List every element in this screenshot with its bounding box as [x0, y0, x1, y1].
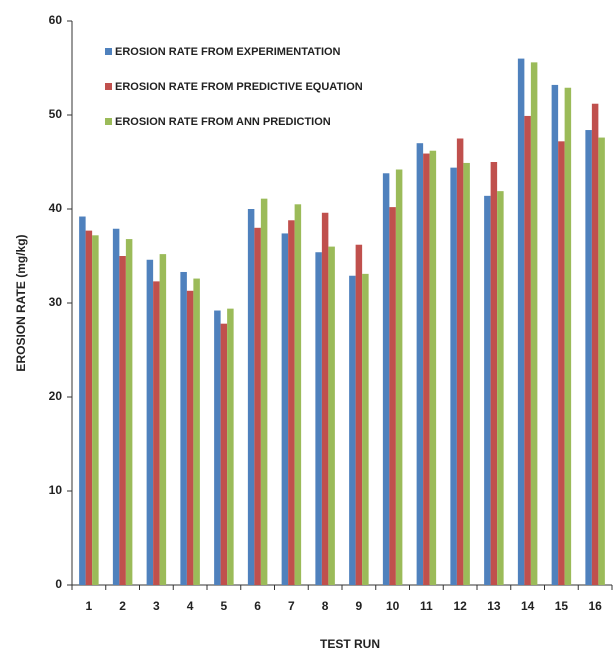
- bar: [214, 310, 221, 585]
- bar: [294, 204, 302, 586]
- legend-label: EROSION RATE FROM PREDICTIVE EQUATION: [115, 81, 363, 93]
- x-tick-label: 4: [187, 599, 194, 613]
- x-tick-label: 16: [588, 599, 602, 613]
- bar: [180, 271, 187, 585]
- x-tick-label: 9: [356, 599, 363, 613]
- bar: [186, 290, 194, 585]
- y-tick-label: 50: [49, 107, 63, 121]
- bar: [260, 198, 268, 585]
- legend-swatch: [105, 83, 112, 90]
- bar: [530, 62, 538, 586]
- bar: [119, 256, 126, 585]
- bar: [247, 209, 255, 585]
- bar: [79, 216, 86, 585]
- y-tick-label: 60: [49, 13, 63, 27]
- bar: [159, 254, 167, 585]
- bar: [382, 173, 390, 585]
- x-tick-label: 7: [288, 599, 295, 613]
- bar: [362, 273, 369, 585]
- x-tick-label: 6: [254, 599, 261, 613]
- bar: [591, 103, 599, 585]
- bar: [463, 162, 470, 585]
- bar: [524, 115, 531, 585]
- bar: [227, 308, 234, 585]
- bar: [125, 239, 133, 585]
- bar: [254, 227, 261, 586]
- bar: [389, 207, 396, 585]
- x-tick-label: 12: [453, 599, 467, 613]
- bar: [281, 233, 289, 585]
- y-tick-label: 0: [55, 577, 62, 591]
- bar: [456, 138, 464, 585]
- bar: [328, 246, 335, 585]
- bar: [517, 58, 525, 586]
- x-tick-label: 5: [221, 599, 228, 613]
- y-tick-label: 30: [49, 295, 63, 309]
- bar: [288, 220, 295, 585]
- x-tick-label: 15: [555, 599, 569, 613]
- bar: [429, 150, 437, 585]
- bar: [85, 230, 93, 585]
- bar: [598, 137, 605, 585]
- bar: [558, 141, 565, 585]
- bar: [395, 169, 403, 585]
- bar: [112, 228, 120, 586]
- legend-swatch: [105, 48, 112, 55]
- bar: [315, 252, 322, 586]
- bar: [92, 235, 99, 585]
- x-tick-label: 11: [420, 599, 433, 613]
- y-tick-label: 10: [49, 483, 63, 497]
- y-tick-label: 20: [49, 389, 63, 403]
- x-tick-label: 2: [119, 599, 126, 613]
- bar: [490, 162, 498, 585]
- legend-label: EROSION RATE FROM EXPERIMENTATION: [115, 46, 341, 58]
- bar: [423, 153, 430, 586]
- bar: [153, 281, 160, 585]
- bar: [349, 275, 356, 585]
- x-tick-label: 14: [521, 599, 535, 613]
- bar: [220, 323, 228, 585]
- x-axis-label: TEST RUN: [320, 637, 380, 651]
- legend-label: EROSION RATE FROM ANN PREDICTION: [115, 116, 331, 128]
- bar: [551, 84, 559, 586]
- bar: [193, 278, 200, 585]
- legend-swatch: [105, 118, 112, 125]
- bar: [564, 87, 572, 586]
- x-tick-label: 10: [386, 599, 400, 613]
- bar: [321, 212, 329, 585]
- x-tick-label: 8: [322, 599, 329, 613]
- x-tick-label: 13: [487, 599, 501, 613]
- y-axis-label: EROSION RATE (mg/kg): [14, 234, 28, 371]
- bar: [497, 191, 504, 585]
- bar: [484, 195, 491, 585]
- bar: [146, 259, 154, 585]
- bar: [585, 130, 592, 586]
- bar: [450, 167, 457, 585]
- y-tick-label: 40: [49, 201, 63, 215]
- bar: [416, 143, 424, 585]
- x-tick-label: 3: [153, 599, 160, 613]
- x-tick-label: 1: [86, 599, 93, 613]
- bar: [355, 244, 363, 585]
